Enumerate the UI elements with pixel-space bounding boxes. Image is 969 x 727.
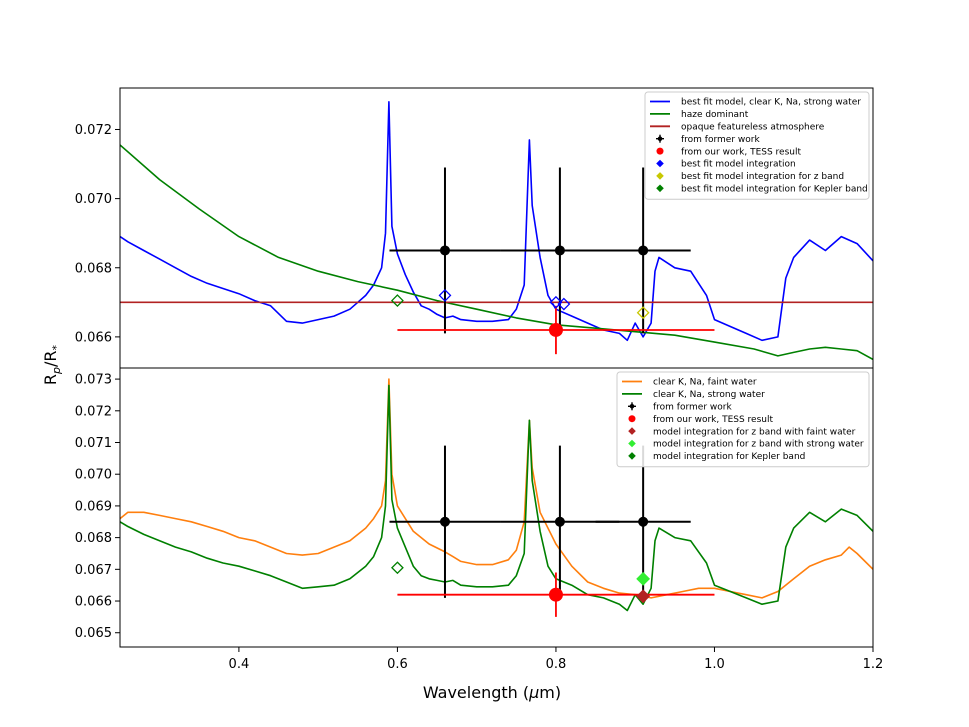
top-legend-item: best fit model integration for z band <box>656 172 844 182</box>
bottom-y-tick-label: 0.066 <box>75 595 112 610</box>
svg-text:from former work: from former work <box>681 135 760 145</box>
bottom-y-tick-label: 0.070 <box>75 468 112 483</box>
top-y-tick-label: 0.072 <box>75 123 112 138</box>
bottom-legend-item: from former work <box>628 402 732 413</box>
top-plot-area <box>120 101 873 361</box>
bottom-y-tick-label: 0.071 <box>75 436 112 451</box>
bottom-y-tick-label: 0.068 <box>75 531 112 546</box>
bottom-legend: clear K, Na, faint water clear K, Na, str… <box>616 371 870 468</box>
top-y-tick-label: 0.070 <box>75 192 112 207</box>
bottom-series-clear-k-na-faint-water <box>120 378 873 599</box>
svg-text:best fit model integration for: best fit model integration for Kepler ba… <box>681 185 868 195</box>
svg-text:best fit model integration: best fit model integration <box>681 160 796 170</box>
svg-text:opaque featureless atmosphere: opaque featureless atmosphere <box>681 123 825 133</box>
bottom-y-tick-label: 0.065 <box>75 626 112 641</box>
top-legend-item: best fit model, clear K, Na, strong wate… <box>650 98 861 108</box>
x-tick-label: 0.6 <box>387 657 408 672</box>
top-series-haze-dominant <box>120 144 873 361</box>
bottom-axes-frame <box>119 367 874 648</box>
bottom-legend-item: clear K, Na, strong water <box>622 390 765 400</box>
svg-text:best fit model, clear K, Na, s: best fit model, clear K, Na, strong wate… <box>681 98 861 108</box>
bottom-legend-item: model integration for Kepler band <box>628 452 805 462</box>
svg-text:best fit model integration for: best fit model integration for z band <box>681 172 844 182</box>
top-legend: best fit model, clear K, Na, strong wate… <box>644 91 870 200</box>
top-point-from-former-work <box>595 167 691 334</box>
top-legend-item: haze dominant <box>650 110 749 120</box>
top-point-best-fit-model-integration <box>549 295 563 309</box>
svg-text:model integration for z band w: model integration for z band with faint … <box>653 427 856 437</box>
top-point-best-fit-model-integration-for-z-band <box>636 306 650 320</box>
top-point-from-our-work-tess-result <box>397 305 715 355</box>
bottom-series-clear-k-na-strong-water <box>120 384 873 612</box>
top-point-from-former-work <box>389 167 501 334</box>
top-point-best-fit-model-integration-for-kepler-band <box>391 294 404 308</box>
top-legend-item: best fit model integration <box>656 159 796 170</box>
bottom-legend-item: from our work, TESS result <box>628 415 773 425</box>
x-axis-label: Wavelength (μm) <box>423 683 561 702</box>
bottom-plot-area <box>120 378 873 617</box>
bottom-panel: 0.065 0.066 0.067 0.068 0.069 0.070 0.071 0.072… <box>75 367 874 648</box>
top-y-tick-label: 0.066 <box>75 330 112 345</box>
svg-text:clear K, Na, faint water: clear K, Na, faint water <box>653 378 757 388</box>
bottom-point-model-integration-for-kepler-band <box>391 561 404 575</box>
bottom-legend-item: model integration for z band with faint … <box>628 427 856 437</box>
y-axis-label: Rp/R* <box>41 344 63 385</box>
x-tick-label: 0.8 <box>546 657 567 672</box>
svg-text:clear K, Na, strong water: clear K, Na, strong water <box>653 390 765 400</box>
bottom-legend-item: model integration for z band with strong… <box>628 439 864 450</box>
svg-text:haze dominant: haze dominant <box>681 110 749 120</box>
bottom-point-from-our-work-tess-result <box>397 572 715 617</box>
bottom-legend-item: clear K, Na, faint water <box>622 378 757 388</box>
top-legend-item: from former work <box>656 134 760 145</box>
bottom-point-from-former-work <box>389 445 501 598</box>
top-legend-item: from our work, TESS result <box>656 147 801 157</box>
svg-text:model integration for z band w: model integration for z band with strong… <box>653 440 864 450</box>
top-series-best-fit-model-clear-k-na-strong-water <box>120 101 873 342</box>
svg-text:from our work, TESS result: from our work, TESS result <box>653 415 773 425</box>
x-tick-label: 0.4 <box>229 657 250 672</box>
top-panel: 0.066 0.068 0.070 0.072 best fit model, clea… <box>75 87 874 369</box>
bottom-point-model-integration-for-z-band-with-strong-water <box>636 571 651 586</box>
bottom-point-model-integration-for-z-band-with-faint-water <box>636 589 651 604</box>
top-point-best-fit-model-integration <box>557 297 571 311</box>
bottom-y-tick-label: 0.073 <box>75 373 112 388</box>
x-tick-label: 1.0 <box>704 657 725 672</box>
top-legend-item: best fit model integration for Kepler ba… <box>656 184 868 195</box>
x-axis-ticks: 0.4 0.6 0.8 1.0 1.2 <box>229 647 884 672</box>
top-legend-item: opaque featureless atmosphere <box>650 123 825 133</box>
top-y-tick-label: 0.068 <box>75 261 112 276</box>
bottom-y-tick-label: 0.067 <box>75 563 112 578</box>
bottom-y-tick-label: 0.069 <box>75 499 112 514</box>
svg-text:from former work: from former work <box>653 403 732 413</box>
bottom-y-tick-label: 0.072 <box>75 404 112 419</box>
x-tick-label: 1.2 <box>863 657 884 672</box>
svg-text:from our work, TESS result: from our work, TESS result <box>681 147 801 157</box>
svg-text:model integration for Kepler b: model integration for Kepler band <box>653 452 805 462</box>
top-point-best-fit-model-integration <box>438 288 452 302</box>
